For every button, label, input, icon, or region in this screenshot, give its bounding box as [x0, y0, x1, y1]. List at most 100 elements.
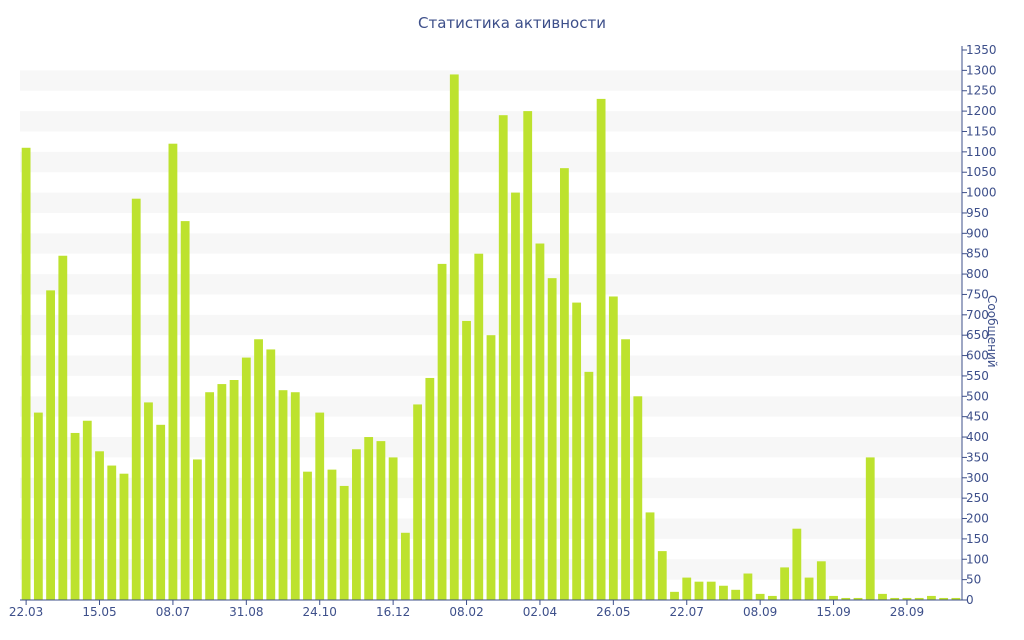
- bar[interactable]: [217, 384, 227, 600]
- bar[interactable]: [608, 296, 618, 600]
- bar[interactable]: [498, 115, 508, 600]
- bar[interactable]: [192, 459, 202, 600]
- x-axis: 22.03 15.05 08.07 31.08 24.10 16.12 08.02 02.04…: [9, 599, 962, 619]
- bar[interactable]: [694, 581, 704, 600]
- bar[interactable]: [939, 597, 949, 600]
- bar[interactable]: [780, 567, 790, 600]
- grid-band: [20, 314, 962, 336]
- bar[interactable]: [841, 597, 851, 600]
- bar[interactable]: [572, 302, 582, 600]
- y-tick-label: 1300: [966, 63, 997, 77]
- bar[interactable]: [107, 465, 117, 600]
- bar[interactable]: [46, 290, 55, 600]
- x-tick-label: 31.08: [229, 605, 263, 619]
- bar[interactable]: [645, 512, 655, 600]
- bar[interactable]: [804, 577, 814, 600]
- bar[interactable]: [254, 339, 263, 600]
- bar[interactable]: [657, 551, 667, 600]
- bar[interactable]: [364, 437, 374, 600]
- bar[interactable]: [767, 595, 777, 600]
- x-tick-label: 02.04: [523, 605, 557, 619]
- bar[interactable]: [400, 532, 410, 600]
- bar[interactable]: [144, 402, 153, 600]
- bar[interactable]: [437, 263, 447, 600]
- grid-band: [20, 70, 962, 91]
- x-tick-label: 22.07: [670, 605, 704, 619]
- bar[interactable]: [927, 595, 936, 600]
- bar[interactable]: [547, 278, 557, 600]
- bar[interactable]: [523, 111, 533, 601]
- bar[interactable]: [413, 404, 422, 600]
- x-tick-label: 08.02: [449, 605, 483, 619]
- bar[interactable]: [755, 593, 765, 600]
- bar[interactable]: [560, 168, 569, 600]
- bar[interactable]: [670, 591, 679, 600]
- bar[interactable]: [266, 349, 276, 600]
- y-tick-label: 1000: [966, 186, 997, 200]
- bar[interactable]: [21, 147, 31, 600]
- bar[interactable]: [119, 473, 129, 600]
- bar[interactable]: [425, 377, 435, 600]
- bar[interactable]: [743, 573, 753, 600]
- y-tick-label: 900: [966, 226, 989, 240]
- bar[interactable]: [792, 528, 802, 600]
- bar[interactable]: [486, 335, 496, 600]
- bar[interactable]: [474, 253, 484, 600]
- bar[interactable]: [58, 255, 68, 601]
- bar[interactable]: [853, 597, 863, 600]
- bar[interactable]: [180, 221, 190, 601]
- bar[interactable]: [878, 593, 887, 600]
- bar[interactable]: [33, 412, 43, 600]
- bar[interactable]: [706, 581, 716, 600]
- y-tick-label: 500: [966, 389, 989, 403]
- bar[interactable]: [584, 371, 594, 600]
- bar[interactable]: [339, 485, 349, 600]
- bar[interactable]: [621, 339, 630, 600]
- y-tick-label: 850: [966, 247, 989, 261]
- bar[interactable]: [719, 585, 728, 600]
- bar[interactable]: [327, 469, 337, 600]
- bar[interactable]: [682, 577, 692, 600]
- bar[interactable]: [156, 424, 166, 600]
- bar[interactable]: [168, 143, 178, 600]
- bar[interactable]: [462, 320, 471, 600]
- bar[interactable]: [902, 597, 912, 600]
- bar[interactable]: [511, 192, 520, 600]
- bar[interactable]: [278, 390, 288, 600]
- y-tick-label: 250: [966, 491, 989, 505]
- bar-series: [21, 74, 961, 601]
- bar[interactable]: [816, 561, 826, 600]
- bar[interactable]: [731, 589, 741, 600]
- bar[interactable]: [131, 198, 141, 600]
- bar[interactable]: [388, 457, 398, 600]
- grid-band: [20, 233, 962, 254]
- bar[interactable]: [82, 420, 92, 600]
- bar[interactable]: [596, 98, 606, 600]
- y-tick-label: 1150: [966, 124, 997, 138]
- bar[interactable]: [290, 392, 300, 600]
- bar[interactable]: [205, 392, 215, 600]
- bar[interactable]: [865, 457, 875, 600]
- bar[interactable]: [70, 432, 80, 600]
- chart-title: Статистика активности: [418, 14, 606, 32]
- bar[interactable]: [315, 412, 325, 600]
- bar[interactable]: [352, 449, 361, 600]
- y-tick-label: 50: [966, 573, 981, 587]
- y-tick-label: 800: [966, 267, 989, 281]
- bar[interactable]: [376, 441, 386, 600]
- y-axis: 0 50 100 150 200 250 300 350 400 450 500 550 600 650 7…: [961, 43, 997, 607]
- bar[interactable]: [829, 595, 838, 600]
- y-tick-label: 1350: [966, 43, 997, 57]
- bar[interactable]: [303, 471, 312, 600]
- bar[interactable]: [633, 396, 643, 600]
- bar[interactable]: [535, 243, 545, 600]
- bar[interactable]: [449, 74, 459, 600]
- bar[interactable]: [229, 380, 239, 600]
- bar[interactable]: [890, 597, 900, 600]
- bar[interactable]: [914, 597, 924, 600]
- bar[interactable]: [951, 597, 961, 600]
- bar[interactable]: [241, 357, 251, 600]
- bar[interactable]: [95, 451, 104, 600]
